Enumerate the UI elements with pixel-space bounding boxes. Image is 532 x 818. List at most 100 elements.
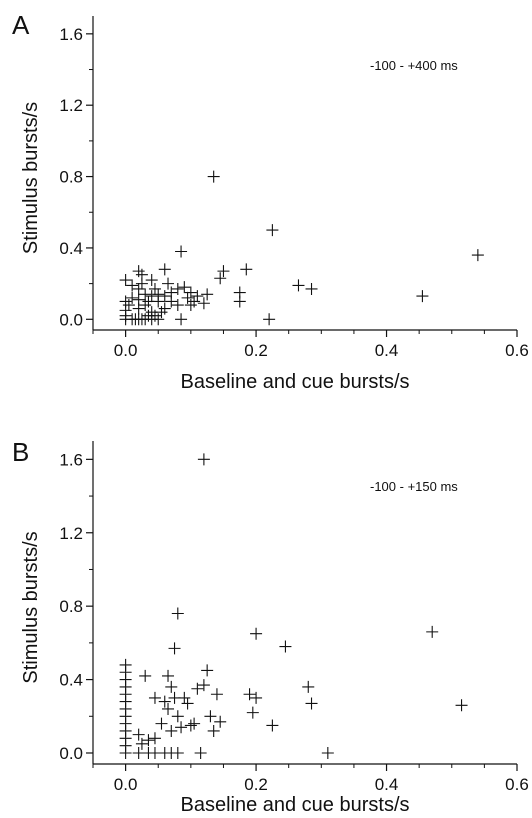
chart-panel-a: 0.0 0.2 0.4 0.6 0.0 0.4 0.8 1.2 1.6 Baseline and … — [0, 0, 532, 409]
y-tick-label: 0.8 — [59, 168, 83, 187]
data-point — [149, 732, 161, 744]
y-tick-label: 0.4 — [59, 671, 83, 690]
data-point — [266, 224, 278, 236]
data-point — [152, 313, 164, 325]
data-point — [185, 287, 197, 299]
y-tick-label: 1.2 — [59, 524, 83, 543]
x-tick-label: 0.4 — [375, 341, 399, 360]
data-point — [188, 718, 200, 730]
data-point — [266, 719, 278, 731]
data-point — [201, 664, 213, 676]
data-point — [322, 747, 334, 759]
data-point — [169, 642, 181, 654]
data-point — [139, 288, 151, 300]
data-point — [198, 297, 210, 309]
data-point — [120, 295, 132, 307]
data-point — [172, 299, 184, 311]
data-point — [162, 278, 174, 290]
y-tick-label: 1.6 — [59, 25, 83, 44]
y-axis-title: Stimulus bursts/s — [20, 102, 42, 254]
data-point — [217, 265, 229, 277]
data-point — [416, 290, 428, 302]
data-point — [165, 287, 177, 299]
data-point — [182, 292, 194, 304]
data-point — [149, 310, 161, 322]
x-tick-label: 0.6 — [505, 341, 529, 360]
data-point — [136, 269, 148, 281]
x-tick-label: 0.2 — [244, 775, 268, 794]
x-tick-label: 0.0 — [114, 341, 138, 360]
chart-panel-b: 0.0 0.2 0.4 0.6 0.0 0.4 0.8 1.2 1.6 Baseline and … — [0, 409, 532, 818]
data-point — [149, 283, 161, 295]
data-point — [159, 290, 171, 302]
data-point — [146, 290, 158, 302]
data-point — [472, 249, 484, 261]
scatter-plot-a: 0.0 0.2 0.4 0.6 0.0 0.4 0.8 1.2 1.6 Baseline and … — [0, 0, 532, 409]
data-point — [162, 670, 174, 682]
data-point — [172, 283, 184, 295]
data-point — [120, 274, 132, 286]
data-point — [247, 707, 259, 719]
data-point — [172, 747, 184, 759]
data-point — [250, 628, 262, 640]
y-tick-label: 0.8 — [59, 597, 83, 616]
y-axis-title: Stimulus bursts/s — [20, 531, 42, 683]
data-point — [152, 288, 164, 300]
data-point — [155, 306, 167, 318]
data-point — [133, 294, 145, 306]
data-point — [126, 292, 138, 304]
data-point — [211, 688, 223, 700]
data-point — [165, 681, 177, 693]
y-tick-label: 1.2 — [59, 96, 83, 115]
data-point — [133, 283, 145, 295]
data-point — [191, 290, 203, 302]
data-point — [214, 272, 226, 284]
data-point — [214, 716, 226, 728]
data-point — [188, 295, 200, 307]
data-point — [172, 710, 184, 722]
data-point — [201, 288, 213, 300]
data-point — [185, 719, 197, 731]
data-point — [306, 283, 318, 295]
panel-letter: A — [12, 10, 30, 40]
x-tick-label: 0.0 — [114, 775, 138, 794]
data-point — [123, 299, 135, 311]
x-tick-label: 0.6 — [505, 775, 529, 794]
data-point — [195, 747, 207, 759]
data-point — [208, 725, 220, 737]
x-axis-title: Baseline and cue bursts/s — [180, 371, 409, 393]
data-point — [133, 729, 145, 741]
x-axis-title: Baseline and cue bursts/s — [180, 794, 409, 816]
data-point — [162, 703, 174, 715]
data-point — [120, 659, 132, 671]
data-point — [175, 246, 187, 258]
x-tick-label: 0.2 — [244, 341, 268, 360]
data-point — [240, 263, 252, 275]
y-tick-label: 0.0 — [59, 310, 83, 329]
time-window-annotation: -100 - +400 ms — [370, 58, 458, 73]
panel-letter: B — [12, 437, 29, 467]
data-point — [172, 608, 184, 620]
data-point — [178, 281, 190, 293]
data-point — [146, 274, 158, 286]
data-point — [208, 171, 220, 183]
data-point — [133, 265, 145, 277]
data-point — [234, 287, 246, 299]
data-point — [182, 697, 194, 709]
data-point — [426, 626, 438, 638]
data-point — [175, 313, 187, 325]
data-point — [159, 263, 171, 275]
data-point — [204, 710, 216, 722]
data-point — [139, 670, 151, 682]
data-point — [306, 697, 318, 709]
scatter-plot-b: 0.0 0.2 0.4 0.6 0.0 0.4 0.8 1.2 1.6 Baseline and … — [0, 409, 532, 818]
y-tick-label: 0.4 — [59, 239, 83, 258]
data-point — [279, 641, 291, 653]
data-point — [456, 699, 468, 711]
data-point — [263, 313, 275, 325]
data-point — [155, 718, 167, 730]
data-point — [302, 681, 314, 693]
x-tick-label: 0.4 — [375, 775, 399, 794]
data-point — [159, 303, 171, 315]
time-window-annotation: -100 - +150 ms — [370, 479, 458, 494]
